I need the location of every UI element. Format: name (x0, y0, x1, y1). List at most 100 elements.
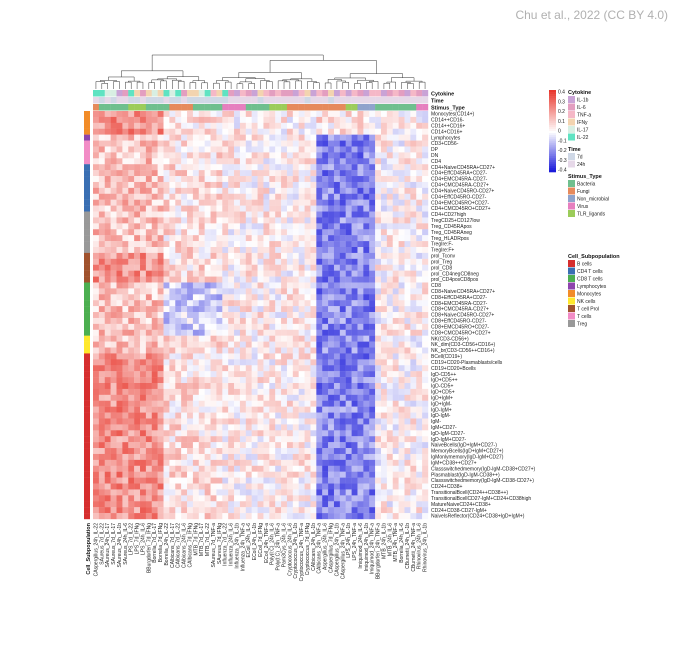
heatmap-cell (351, 158, 358, 165)
heatmap-cell (222, 170, 229, 177)
heatmap-cell (192, 442, 199, 449)
row-group-cell (84, 116, 90, 124)
heatmap-cell (275, 223, 282, 230)
heatmap-cell (198, 282, 205, 289)
heatmap-cell (110, 353, 117, 360)
track-cell (251, 104, 258, 111)
heatmap-cell (422, 335, 429, 342)
heatmap-cell (275, 513, 282, 520)
heatmap-cell (339, 164, 346, 171)
heatmap-cell (222, 418, 229, 425)
heatmap-cell (134, 448, 141, 455)
heatmap-cell (263, 418, 270, 425)
heatmap-cell (310, 312, 317, 319)
heatmap-cell (257, 282, 264, 289)
heatmap-cell (192, 187, 199, 194)
heatmap-cell (187, 288, 194, 295)
heatmap-cell (163, 442, 170, 449)
heatmap-cell (245, 513, 252, 520)
heatmap-cell (380, 436, 388, 443)
heatmap-cell (328, 128, 335, 135)
heatmap-cell (310, 442, 317, 449)
heatmap-cell (333, 306, 341, 313)
heatmap-cell (304, 353, 311, 360)
heatmap-cell (351, 359, 358, 366)
heatmap-cell (257, 217, 264, 224)
heatmap-cell (140, 181, 147, 189)
heatmap-cell (234, 134, 241, 141)
heatmap-cell (328, 306, 335, 313)
heatmap-cell (110, 436, 117, 443)
heatmap-cell (175, 359, 182, 366)
heatmap-cell (251, 152, 258, 159)
heatmap-cell (410, 176, 417, 183)
heatmap-cell (134, 424, 141, 431)
heatmap-cell (228, 288, 235, 295)
heatmap-cell (245, 205, 252, 212)
heatmap-cell (345, 477, 352, 484)
heatmap-cell (339, 111, 346, 118)
track-cell (234, 97, 241, 104)
heatmap-cell (316, 193, 323, 200)
heatmap-cell (116, 365, 123, 372)
track-cell (369, 97, 376, 104)
heatmap-cell (422, 513, 429, 520)
heatmap-cell (216, 507, 223, 514)
heatmap-cell (134, 489, 141, 496)
heatmap-cell (339, 258, 346, 265)
heatmap-cell (351, 329, 358, 336)
row-label: prol_CD4negCD8neg (431, 271, 479, 277)
heatmap-cell (281, 323, 288, 330)
heatmap-cell (281, 359, 288, 366)
heatmap-cell (175, 436, 182, 443)
heatmap-cell (386, 477, 393, 484)
heatmap-cell (163, 424, 170, 431)
heatmap-cell (351, 241, 358, 248)
heatmap-cell (422, 341, 429, 348)
heatmap-cell (275, 400, 282, 407)
heatmap-cell (404, 258, 411, 265)
heatmap-cell (169, 247, 176, 254)
heatmap-cell (98, 483, 105, 490)
heatmap-cell (286, 152, 294, 159)
heatmap-cell (304, 465, 311, 472)
track-cell (298, 90, 305, 97)
column-label: CAlbicans_24h_IL-1b (311, 523, 317, 571)
heatmap-cell (416, 193, 423, 200)
heatmap-cell (210, 270, 217, 277)
heatmap-cell (175, 152, 182, 159)
heatmap-cell (333, 176, 341, 183)
heatmap-cell (181, 128, 188, 135)
heatmap-cell (345, 448, 352, 455)
heatmap-cell (157, 146, 164, 153)
heatmap-cell (157, 187, 164, 194)
heatmap-cell (210, 211, 217, 218)
heatmap-cell (328, 465, 335, 472)
heatmap-cell (251, 146, 258, 153)
heatmap-cell (386, 128, 393, 135)
heatmap-cell (210, 335, 217, 342)
track-cell (310, 104, 317, 111)
row-label: MatureNaiveCD24+CD38+ (431, 502, 491, 508)
track-cell (386, 104, 393, 111)
heatmap-cell (110, 394, 117, 401)
heatmap-cell (216, 187, 223, 194)
heatmap-cell (181, 329, 188, 336)
heatmap-cell (104, 252, 111, 260)
heatmap-cell (110, 187, 117, 194)
heatmap-cell (157, 507, 164, 514)
heatmap-cell (333, 465, 341, 472)
heatmap-cell (216, 341, 223, 348)
heatmap-cell (145, 471, 152, 478)
heatmap-cell (398, 377, 405, 384)
heatmap-cell (404, 122, 411, 129)
heatmap-cell (181, 270, 188, 277)
heatmap-cell (298, 459, 305, 466)
heatmap-cell (263, 300, 270, 307)
heatmap-cell (239, 465, 247, 472)
heatmap-cell (198, 252, 205, 260)
heatmap-cell (251, 128, 258, 135)
heatmap-cell (187, 465, 194, 472)
heatmap-cell (128, 430, 135, 437)
heatmap-cell (228, 448, 235, 455)
